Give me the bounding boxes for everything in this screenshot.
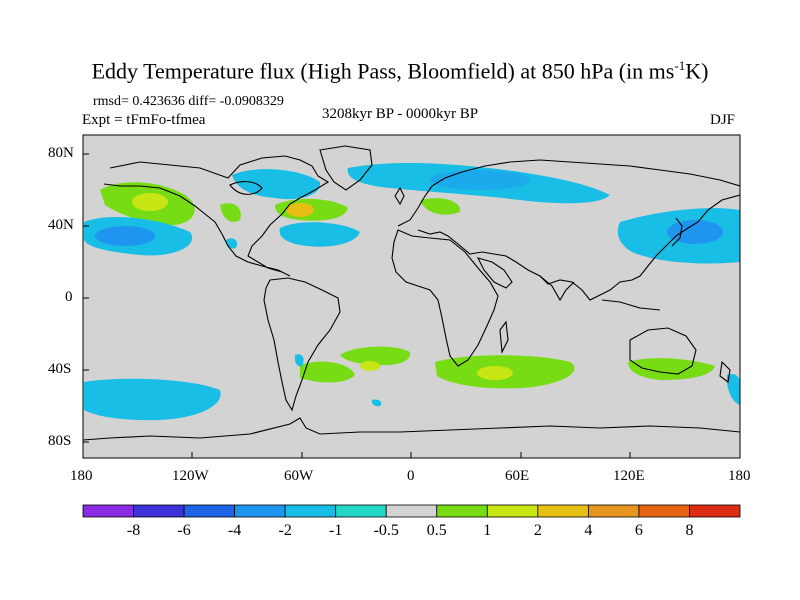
- colorbar-swatch: [183, 504, 236, 518]
- field-europe-positive: [420, 198, 461, 215]
- lon-label-0: 0: [407, 468, 415, 484]
- field-alaska-positive: [220, 203, 241, 222]
- coast-madagascar: [499, 320, 509, 354]
- colorbar-swatch: [587, 504, 640, 518]
- colorbar-swatch: [284, 504, 337, 518]
- colorbar-swatch: [234, 504, 286, 518]
- coast-eurasia-south: [417, 194, 740, 301]
- field-dateline-negative: [726, 374, 740, 405]
- colorbar-label: -2: [278, 522, 291, 539]
- colorbar-swatch: [638, 504, 690, 518]
- field-canada-negative: [232, 169, 321, 200]
- experiment-label: Expt = tFmFo-tfmea: [82, 112, 206, 128]
- field-atlantic-negative: [279, 222, 360, 247]
- colorbar-label: 6: [635, 522, 643, 539]
- figure-title: Eddy Temperature flux (High Pass, Bloomf…: [0, 58, 800, 84]
- field-pacific-negative-core: [95, 226, 155, 246]
- field-n-pacific-peak: [132, 193, 168, 211]
- colorbar-swatch: [689, 504, 741, 518]
- colorbar-label: 0.5: [427, 522, 447, 539]
- lon-label-120e: 120E: [613, 468, 645, 484]
- season-label: DJF: [710, 112, 736, 128]
- title-tail: K): [685, 58, 709, 84]
- colorbar-label: -0.5: [374, 522, 399, 539]
- field-s-pacific-negative: [84, 378, 221, 421]
- coast-arabia: [476, 257, 513, 289]
- coast-africa: [391, 229, 499, 367]
- field-south-small-negative: [371, 399, 382, 407]
- lon-label-180-west: 180: [70, 468, 93, 484]
- colorbar-swatch: [82, 504, 134, 518]
- lat-label-40n: 40N: [48, 217, 74, 233]
- anomaly-fields: [84, 163, 740, 421]
- coast-india: [539, 275, 575, 302]
- colorbar-swatch: [537, 504, 589, 518]
- coast-greenland: [319, 145, 373, 191]
- field-s-atlantic-peak: [360, 361, 380, 371]
- colorbar-label: -8: [127, 522, 140, 539]
- colorbar-label: 4: [584, 522, 592, 539]
- colorbar-label: -4: [228, 522, 241, 539]
- coast-north-america: [103, 155, 330, 277]
- colorbar-label: 8: [685, 522, 693, 539]
- field-s-atlantic-positive-b: [300, 361, 355, 383]
- coastlines: [83, 145, 740, 441]
- colorbar-swatch: [486, 504, 539, 518]
- colorbar-label: -6: [177, 522, 190, 539]
- colorbar-label: 2: [534, 522, 542, 539]
- colorbar-label: 1: [483, 522, 491, 539]
- coast-hudson-bay: [229, 181, 263, 195]
- colorbar-swatch: [436, 504, 488, 518]
- lon-label-120w: 120W: [172, 468, 209, 484]
- coast-south-america: [263, 277, 341, 412]
- colorbar-swatch: [133, 504, 185, 518]
- lon-label-60w: 60W: [284, 468, 314, 484]
- coast-japan: [671, 217, 683, 247]
- lon-label-60e: 60E: [505, 468, 530, 484]
- coast-british-isles: [394, 186, 405, 206]
- coast-antarctica: [83, 417, 740, 441]
- period-label: 3208kyr BP - 0000kyr BP: [322, 106, 479, 122]
- axis-ticks: [83, 153, 631, 458]
- lon-label-180-east: 180: [728, 468, 751, 484]
- lat-label-40s: 40S: [48, 361, 72, 377]
- title-main: Eddy Temperature flux (High Pass, Bloomf…: [91, 58, 675, 84]
- field-s-atlantic-positive-a: [340, 346, 411, 366]
- field-atlantic-peak: [286, 203, 314, 217]
- colorbar-label: -1: [329, 522, 342, 539]
- coast-new-zealand: [719, 360, 731, 383]
- coast-indonesia: [601, 299, 661, 311]
- colorbar-swatch: [335, 504, 387, 518]
- field-indian-ocean-peak: [477, 366, 513, 380]
- lat-label-0: 0: [65, 289, 73, 305]
- lat-label-80n: 80N: [48, 145, 74, 161]
- colorbar-swatch: [385, 504, 438, 518]
- field-small-negative: [226, 238, 238, 249]
- field-n-pacific-west-core: [667, 220, 723, 244]
- lat-label-80s: 80S: [48, 433, 72, 449]
- coast-eurasia-north: [397, 159, 740, 227]
- title-superscript: -1: [674, 58, 686, 73]
- coast-australia: [629, 327, 697, 375]
- field-s-america-negative: [294, 354, 304, 367]
- stats-label: rmsd= 0.423636 diff= -0.0908329: [93, 94, 284, 109]
- field-australia-positive: [628, 358, 715, 380]
